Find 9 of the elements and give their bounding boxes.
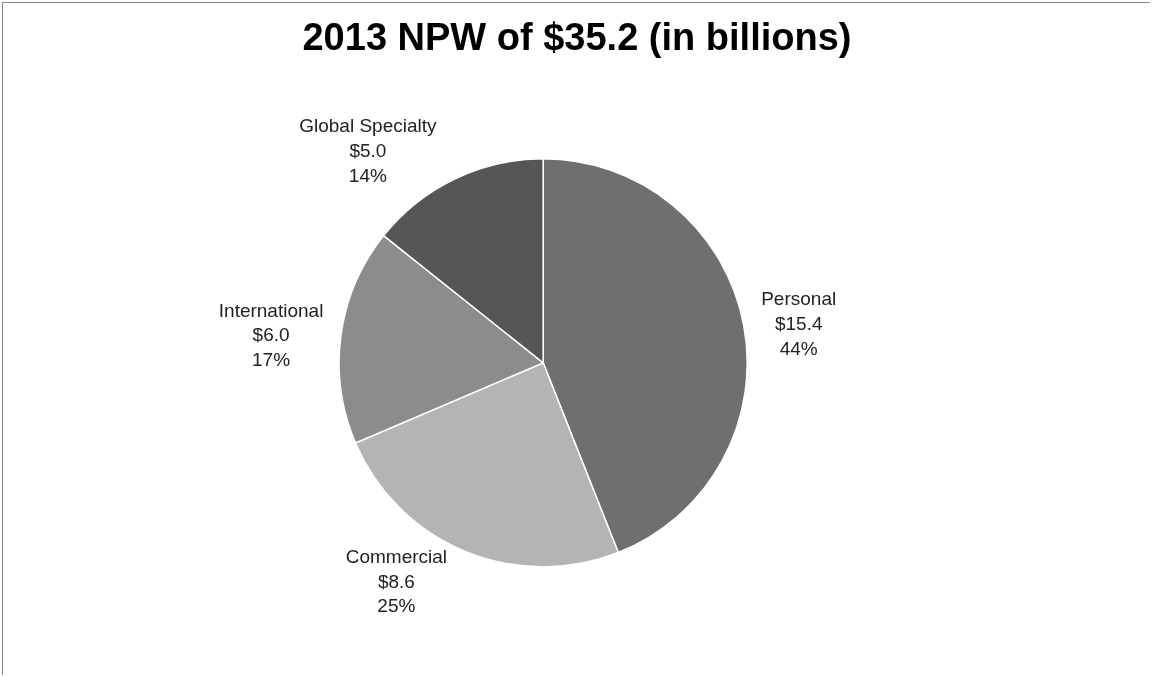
- data-label: $5.0 14%: [348, 139, 387, 186]
- data-label: $6.0 17%: [252, 324, 291, 371]
- data-label: $8.6 25%: [377, 570, 416, 617]
- chart-title: 2013 NPW of $35.2 (in billions): [302, 15, 852, 58]
- slice-label: Global Specialty: [299, 115, 438, 137]
- data-label: $15.4 44%: [774, 312, 823, 359]
- slice-label: International: [218, 299, 324, 321]
- slice-label: Personal: [761, 288, 837, 310]
- slice-label: Commercial: [345, 545, 448, 567]
